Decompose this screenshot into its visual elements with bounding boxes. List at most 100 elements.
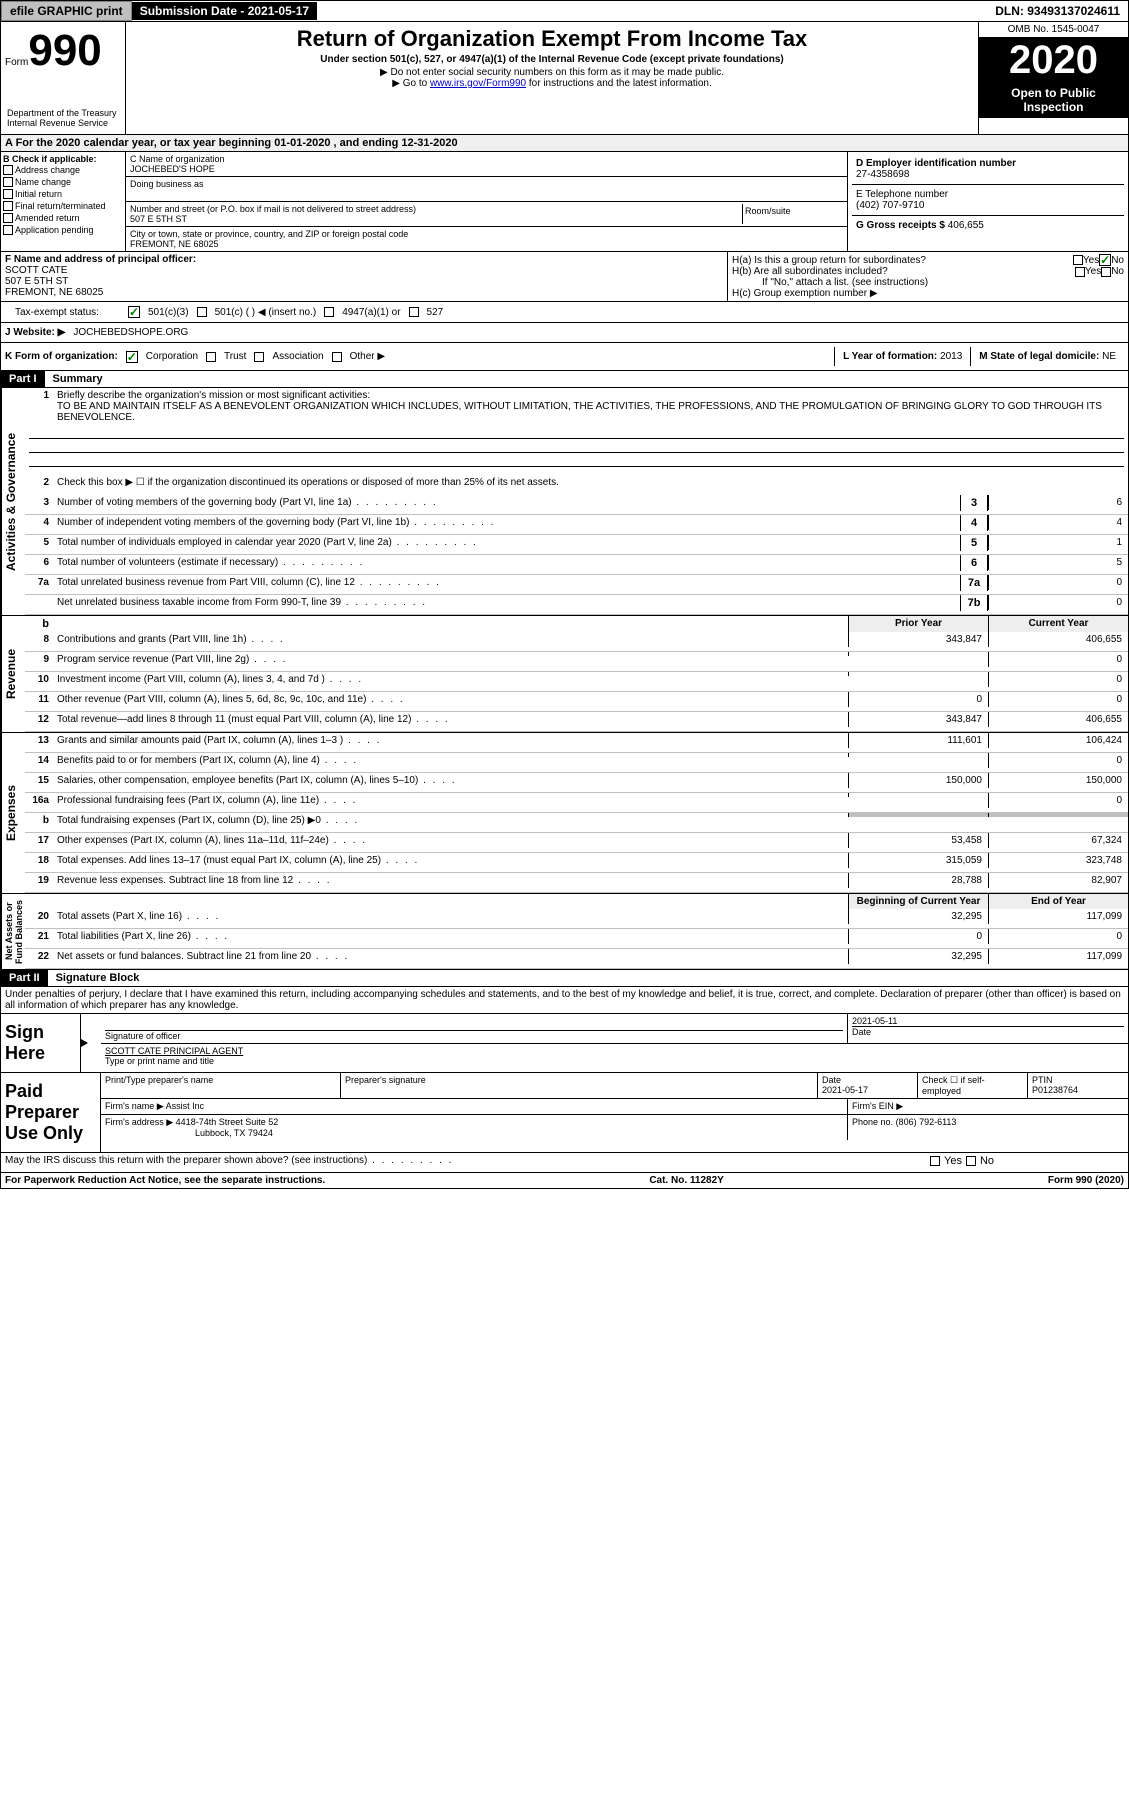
current-value: 150,000 [988,773,1128,788]
instruction-1: ▶ Do not enter social security numbers o… [130,67,974,78]
line-2: 2 Check this box ▶ ☐ if the organization… [25,475,1128,495]
line-num: 12 [25,712,53,727]
line-num: 10 [25,672,53,687]
gross-label: G Gross receipts $ [856,220,945,231]
corp-check[interactable]: ✓ [126,351,138,363]
prior-value: 32,295 [848,909,988,924]
line-row: 9 Program service revenue (Part VIII, li… [25,652,1128,672]
officer-section: F Name and address of principal officer:… [1,252,1128,302]
paid-label: Paid Preparer Use Only [1,1073,101,1152]
check-pending[interactable]: Application pending [3,224,123,236]
line-row: Net unrelated business taxable income fr… [25,595,1128,615]
tax-opt1: 501(c)(3) [148,307,189,318]
other-check[interactable] [332,352,342,362]
website-label: J Website: ▶ [5,327,65,338]
tax-opt2: 501(c) ( ) ◀ (insert no.) [215,307,317,318]
line-text: Number of independent voting members of … [53,515,960,530]
discuss-no-check[interactable] [966,1156,976,1166]
name-label: C Name of organization [130,154,843,164]
line-text: Total assets (Part X, line 16) [53,909,848,924]
line-text: Program service revenue (Part VIII, line… [53,652,848,667]
korg-label: K Form of organization: [5,351,118,362]
hc-label: H(c) Group exemption number ▶ [732,288,1124,299]
line-num: 17 [25,833,53,848]
line-text: Net assets or fund balances. Subtract li… [53,949,848,964]
korg-corp: Corporation [146,351,198,362]
line-row: 16a Professional fundraising fees (Part … [25,793,1128,813]
blank-line [29,439,1124,453]
current-value: 0 [988,692,1128,707]
line-row: 6 Total number of volunteers (estimate i… [25,555,1128,575]
top-bar: efile GRAPHIC print Submission Date - 20… [1,1,1128,22]
firm-addr1: 4418-74th Street Suite 52 [176,1117,279,1127]
line-row: 17 Other expenses (Part IX, column (A), … [25,833,1128,853]
part2-title: Signature Block [48,970,148,986]
inst2-pre: ▶ Go to [392,78,430,89]
declaration: Under penalties of perjury, I declare th… [1,987,1128,1014]
ein-field: D Employer identification number 27-4358… [852,154,1124,185]
form-word: Form [5,57,28,68]
hb-no-check[interactable] [1101,267,1111,277]
hb-yes-check[interactable] [1075,267,1085,277]
phone-field: E Telephone number (402) 707-9710 [852,185,1124,216]
line-row: b Total fundraising expenses (Part IX, c… [25,813,1128,833]
section-h: H(a) Is this a group return for subordin… [728,252,1128,301]
line-text: Total liabilities (Part X, line 26) [53,929,848,944]
4947-check[interactable] [324,307,334,317]
line-value: 6 [988,495,1128,510]
dln-number: DLN: 93493137024611 [987,2,1128,20]
assoc-check[interactable] [254,352,264,362]
line2-text: Check this box ▶ ☐ if the organization d… [53,475,1128,490]
rev-label: Revenue [1,616,25,732]
net-content: Beginning of Current Year End of Year 20… [25,894,1128,969]
line-text: Total fundraising expenses (Part IX, col… [53,813,848,828]
efile-print-button[interactable]: efile GRAPHIC print [1,1,132,21]
section-c: C Name of organization JOCHEBED'S HOPE D… [126,152,848,251]
line-num: 18 [25,853,53,868]
line-num: 8 [25,632,53,647]
officer-addr: 507 E 5TH ST [5,276,723,287]
line-num: 9 [25,652,53,667]
expenses-section: Expenses 13 Grants and similar amounts p… [1,733,1128,894]
b-label: B Check if applicable: [3,154,123,164]
discuss-yes-check[interactable] [930,1156,940,1166]
check-amended[interactable]: Amended return [3,212,123,224]
current-value: 406,655 [988,632,1128,647]
line-row: 18 Total expenses. Add lines 13–17 (must… [25,853,1128,873]
trust-check[interactable] [206,352,216,362]
line-num: 6 [25,555,53,570]
section-f: F Name and address of principal officer:… [1,252,728,301]
sign-content: Signature of officer 2021-05-11 Date SCO… [101,1014,1128,1072]
irs-link[interactable]: www.irs.gov/Form990 [430,78,526,89]
line-num: 5 [25,535,53,550]
line-num: 16a [25,793,53,808]
korg-other: Other ▶ [350,351,385,362]
check-final[interactable]: Final return/terminated [3,200,123,212]
501c3-check[interactable]: ✓ [128,306,140,318]
ha-label: H(a) Is this a group return for subordin… [732,255,1073,266]
line-text: Salaries, other compensation, employee b… [53,773,848,788]
org-info-section: B Check if applicable: Address change Na… [1,152,1128,252]
ha-yes-check[interactable] [1073,255,1083,265]
phone-value: (402) 707-9710 [856,200,1120,211]
line1-label: Briefly describe the organization's miss… [57,390,1124,401]
prior-value [848,793,988,797]
year-box: 2020 [979,38,1128,82]
current-value: 117,099 [988,909,1128,924]
501c-check[interactable] [197,307,207,317]
gross-value: 406,655 [948,220,984,231]
check-address[interactable]: Address change [3,164,123,176]
line-1: 1 Briefly describe the organization's mi… [25,388,1128,425]
end-year-header: End of Year [988,894,1128,909]
exp-content: 13 Grants and similar amounts paid (Part… [25,733,1128,893]
line-num: 15 [25,773,53,788]
prior-value: 343,847 [848,632,988,647]
check-name[interactable]: Name change [3,176,123,188]
prep-date-label: Date [822,1075,913,1085]
paid-row-3: Firm's address ▶ 4418-74th Street Suite … [101,1115,1128,1140]
sig-type-label: Type or print name and title [105,1056,1124,1066]
check-initial[interactable]: Initial return [3,188,123,200]
527-check[interactable] [409,307,419,317]
line-row: 3 Number of voting members of the govern… [25,495,1128,515]
ha-no-check[interactable]: ✓ [1099,254,1111,266]
